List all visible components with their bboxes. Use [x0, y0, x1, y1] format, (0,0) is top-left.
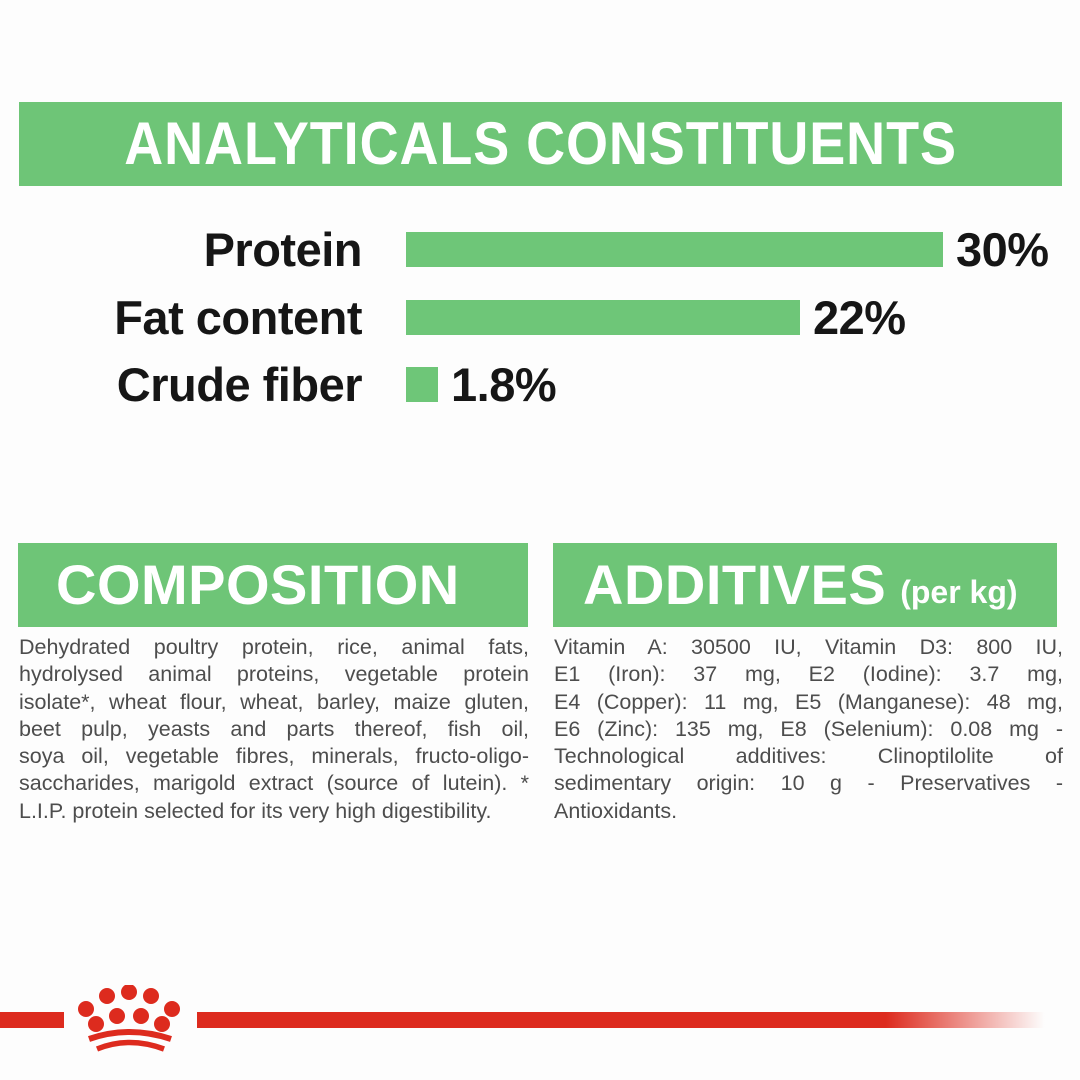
chart-value: 1.8%: [451, 357, 557, 411]
analytical-constituents-header: ANALYTICALS CONSTITUENTS: [19, 102, 1062, 186]
brand-stripe-right: [197, 1012, 1080, 1028]
chart-row-fat-content: Fat content 22%: [0, 290, 906, 344]
chart-row-protein: Protein 30%: [0, 222, 1049, 276]
composition-line: saccharides, marigold extract (source of…: [19, 771, 529, 796]
royal-canin-crown-logo-icon: [78, 985, 180, 1052]
composition-header: COMPOSITION: [18, 543, 528, 627]
additives-subtitle: (per kg): [900, 574, 1018, 610]
brand-stripe-left: [0, 1012, 64, 1028]
fat-content-bar: [406, 299, 800, 335]
composition-text: Dehydrated poultry protein, rice, animal…: [19, 634, 529, 825]
additives-line: Antioxidants.: [554, 798, 678, 823]
additives-line: E6 (Zinc): 135 mg, E8 (Selenium): 0.08 m…: [554, 716, 1063, 741]
additives-line: Vitamin A: 30500 IU, Vitamin D3: 800 IU,: [554, 635, 1063, 659]
additives-header: ADDITIVES (per kg): [553, 543, 1057, 627]
additives-title: ADDITIVES: [583, 553, 887, 616]
composition-line: isolate*, wheat flour, wheat, barley, ma…: [19, 689, 529, 714]
chart-label: Fat content: [114, 290, 362, 344]
additives-line: E1 (Iron): 37 mg, E2 (Iodine): 3.7 mg,: [554, 662, 1063, 687]
composition-title: COMPOSITION: [56, 553, 460, 616]
composition-line: Dehydrated poultry protein, rice, animal…: [19, 635, 529, 659]
chart-value: 22%: [813, 290, 906, 344]
composition-line: hydrolysed animal proteins, vegetable pr…: [19, 662, 529, 687]
chart-value: 30%: [956, 222, 1049, 276]
chart-row-crude-fiber: Crude fiber 1.8%: [0, 357, 557, 411]
page-title: ANALYTICALS CONSTITUENTS: [124, 110, 957, 177]
composition-line: beet pulp, yeasts and parts thereof, fis…: [19, 716, 529, 741]
crude-fiber-bar: [406, 366, 438, 402]
additives-text: Vitamin A: 30500 IU, Vitamin D3: 800 IU,…: [554, 634, 1063, 825]
additives-line: E4 (Copper): 11 mg, E5 (Manganese): 48 m…: [554, 689, 1063, 714]
composition-line: L.I.P. protein selected for its very hig…: [19, 798, 492, 823]
chart-label: Protein: [203, 222, 363, 276]
composition-line: soya oil, vegetable fibres, minerals, fr…: [19, 744, 529, 769]
additives-line: Technological additives: Clinoptilolite …: [554, 744, 1063, 769]
chart-label: Crude fiber: [116, 357, 363, 411]
additives-line: sedimentary origin: 10 g - Preservatives…: [554, 771, 1063, 796]
protein-bar: [406, 231, 943, 267]
